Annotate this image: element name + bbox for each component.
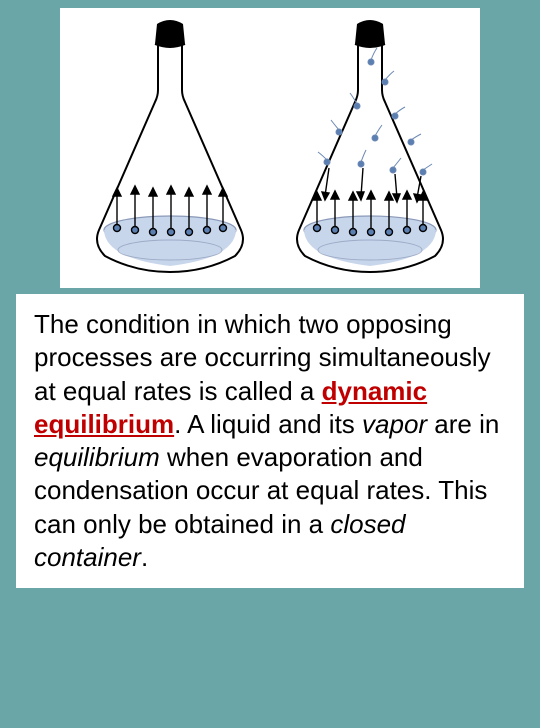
stopper [355,20,385,47]
text-run: . [141,542,148,572]
vapor-molecules [318,48,432,175]
flask-equilibrium [275,18,465,278]
term-equilibrium: equilibrium [34,442,160,472]
flask-evaporation [75,18,265,278]
text-run: are in [427,409,499,439]
text-run: . A liquid and its [174,409,362,439]
definition-text: The condition in which two opposing proc… [16,294,524,588]
paragraph: The condition in which two opposing proc… [34,308,506,574]
stopper [155,20,185,47]
term-vapor: vapor [362,409,427,439]
figure-panel [60,8,480,288]
